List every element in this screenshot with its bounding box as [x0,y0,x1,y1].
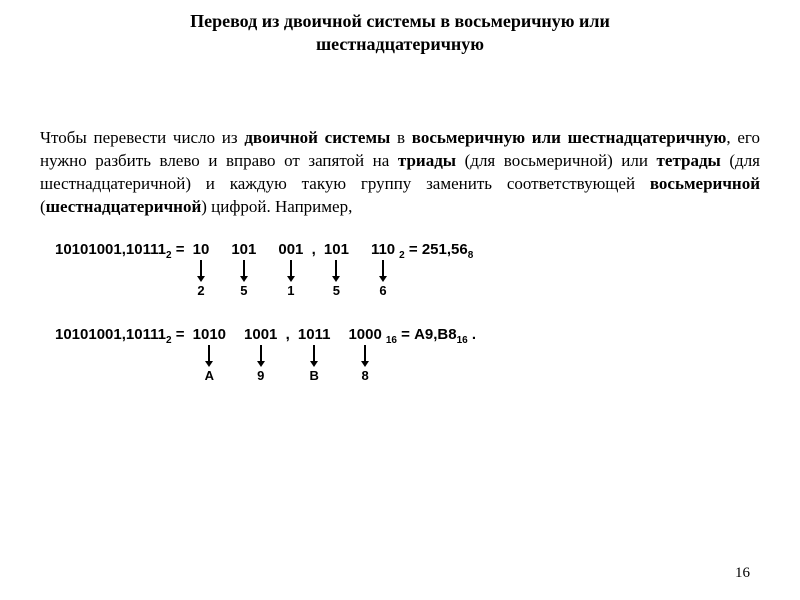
arrow-down-icon [244,345,277,367]
equals: = [401,326,410,343]
equals: = [176,241,185,258]
bit-group: 110 6 [371,241,395,298]
arrow-down-icon [193,260,210,282]
bit-group: 101 5 [324,241,349,298]
arrow-down-icon [324,260,349,282]
lhs: 10101001,101112 [55,326,172,346]
lhs: 10101001,101112 [55,241,172,261]
page-number: 16 [735,565,750,582]
rhs-sub: 8 [468,250,474,261]
group-digit: 5 [231,283,256,298]
comma: , [312,241,316,258]
para-text: ) цифрой. Например, [201,197,352,216]
groups-integer: 10 2 101 5 001 1 [189,241,308,298]
group-digit: 5 [324,283,349,298]
para-bold: тетрады [657,151,721,170]
rhs-value: 251,56 [422,241,468,258]
para-bold: восьмеричной [650,174,760,193]
group-digit: B [298,368,331,383]
group-digit: A [193,368,226,383]
group-bits: 001 [278,241,303,258]
bit-group: 1000 8 [348,326,381,383]
group-digit: 2 [193,283,210,298]
para-bold: шестнадцатеричной [46,197,202,216]
lhs-value: 10101001,10111 [55,326,166,343]
group-bits: 110 [371,241,395,258]
para-bold: триады [398,151,456,170]
comma: , [286,326,290,343]
page-title: Перевод из двоичной системы в восьмеричн… [0,0,800,57]
arrow-down-icon [298,345,331,367]
mid-sub: 2 [399,250,405,261]
mid-sub: 16 [386,335,397,346]
group-bits: 101 [324,241,349,258]
equals: = [176,326,185,343]
arrow-down-icon [231,260,256,282]
bit-group: 1001 9 [244,326,277,383]
rhs: A9,B816 [414,326,468,346]
example-octal: 10101001,101112 = 10210150011 , 10151106… [0,241,800,298]
para-text: Чтобы перевести число из [40,128,244,147]
body-paragraph: Чтобы перевести число из двоичной систем… [0,127,800,219]
para-bold: двоичной системы [244,128,390,147]
tail-dot: . [472,326,476,343]
para-bold: восьмеричную или шестнадцатеричную [412,128,727,147]
rhs-sub: 16 [457,335,468,346]
arrow-down-icon [348,345,381,367]
example-hex: 10101001,101112 = 1010 A 1001 9 , 1011 B 1000… [0,326,800,383]
group-bits: 101 [231,241,256,258]
group-digit: 1 [278,283,303,298]
arrow-down-icon [278,260,303,282]
lhs-value: 10101001,10111 [55,241,166,258]
para-text: в [390,128,411,147]
lhs-sub: 2 [166,335,172,346]
group-bits: 1010 [193,326,226,343]
bit-group: 001 1 [278,241,303,298]
groups-integer: 1010 A 1001 9 [189,326,282,383]
para-text: (для восьмеричной) или [456,151,656,170]
groups-fraction: 1011 B 1000 8 [294,326,386,383]
group-bits: 1001 [244,326,277,343]
group-digit: 6 [371,283,395,298]
title-line1: Перевод из двоичной системы в восьмеричн… [190,11,610,31]
title-line2: шестнадцатеричную [316,34,484,54]
rhs: 251,568 [422,241,473,261]
rhs-value: A9,B8 [414,326,457,343]
groups-fraction: 101 5 110 6 [320,241,399,298]
bit-group: 1011 B [298,326,331,383]
group-bits: 1011 [298,326,331,343]
bit-group: 1010 A [193,326,226,383]
bit-group: 101 5 [231,241,256,298]
arrow-down-icon [371,260,395,282]
group-digit: 9 [244,368,277,383]
lhs-sub: 2 [166,250,172,261]
group-digit: 8 [348,368,381,383]
group-bits: 1000 [348,326,381,343]
arrow-down-icon [193,345,226,367]
group-bits: 10 [193,241,210,258]
bit-group: 10 2 [193,241,210,298]
equals: = [409,241,418,258]
